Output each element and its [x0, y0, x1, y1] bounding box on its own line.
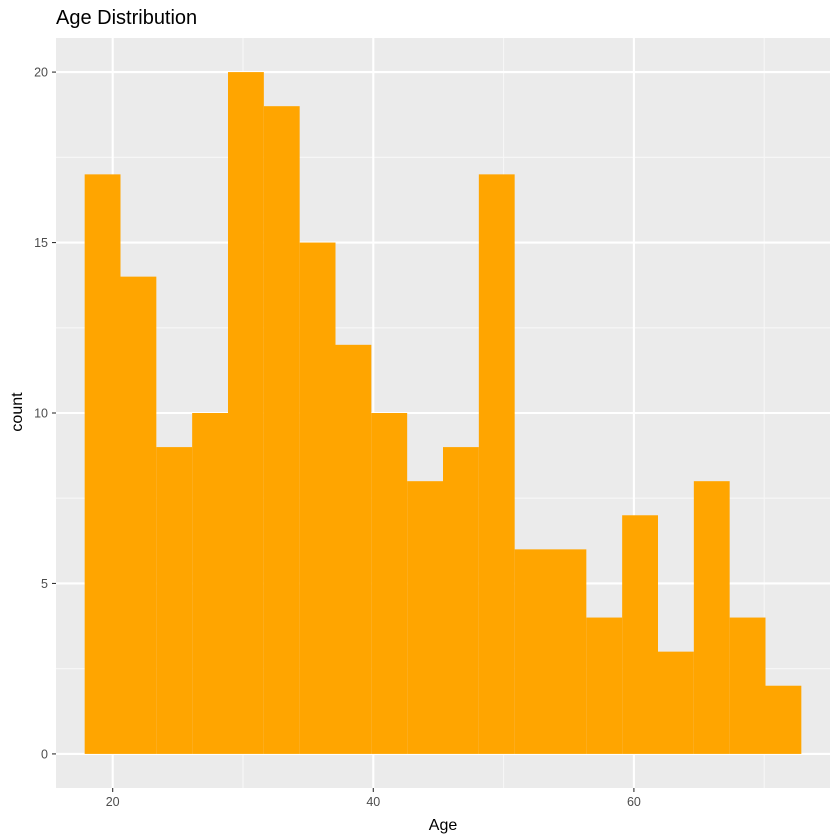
histogram-bar: [299, 242, 336, 754]
histogram-bar: [84, 174, 121, 754]
histogram-bar: [514, 549, 551, 754]
x-tick-label: 20: [106, 795, 120, 809]
histogram-bar: [693, 481, 730, 754]
x-axis: 20 40 60: [106, 788, 641, 809]
histogram-bar: [263, 106, 300, 754]
histogram-bar: [120, 276, 157, 754]
y-tick-label: 5: [41, 577, 48, 591]
y-tick-label: 15: [34, 236, 48, 250]
histogram-bar: [156, 447, 193, 754]
histogram-bar: [478, 174, 515, 754]
histogram-bar: [729, 617, 766, 754]
histogram-bar: [586, 617, 623, 754]
histogram-bar: [443, 447, 479, 754]
y-tick-label: 0: [41, 747, 48, 761]
histogram-bar: [335, 344, 372, 754]
histogram-bar: [658, 651, 694, 754]
histogram-bars: [84, 72, 802, 754]
histogram-bar: [622, 515, 658, 754]
y-tick-label: 10: [34, 407, 48, 421]
histogram-bar: [371, 413, 408, 754]
y-axis-label: count: [9, 392, 26, 432]
x-axis-label: Age: [429, 817, 458, 834]
histogram-bar: [192, 413, 228, 754]
histogram-bar: [550, 549, 587, 754]
x-tick-label: 60: [627, 795, 641, 809]
y-axis: 0 5 10 15 20: [34, 66, 56, 761]
histogram-bar: [765, 685, 802, 754]
y-tick-label: 20: [34, 66, 48, 80]
x-tick-label: 40: [366, 795, 380, 809]
histogram-bar: [228, 72, 264, 754]
histogram-bar: [407, 481, 443, 754]
chart-title: Age Distribution: [56, 7, 197, 29]
